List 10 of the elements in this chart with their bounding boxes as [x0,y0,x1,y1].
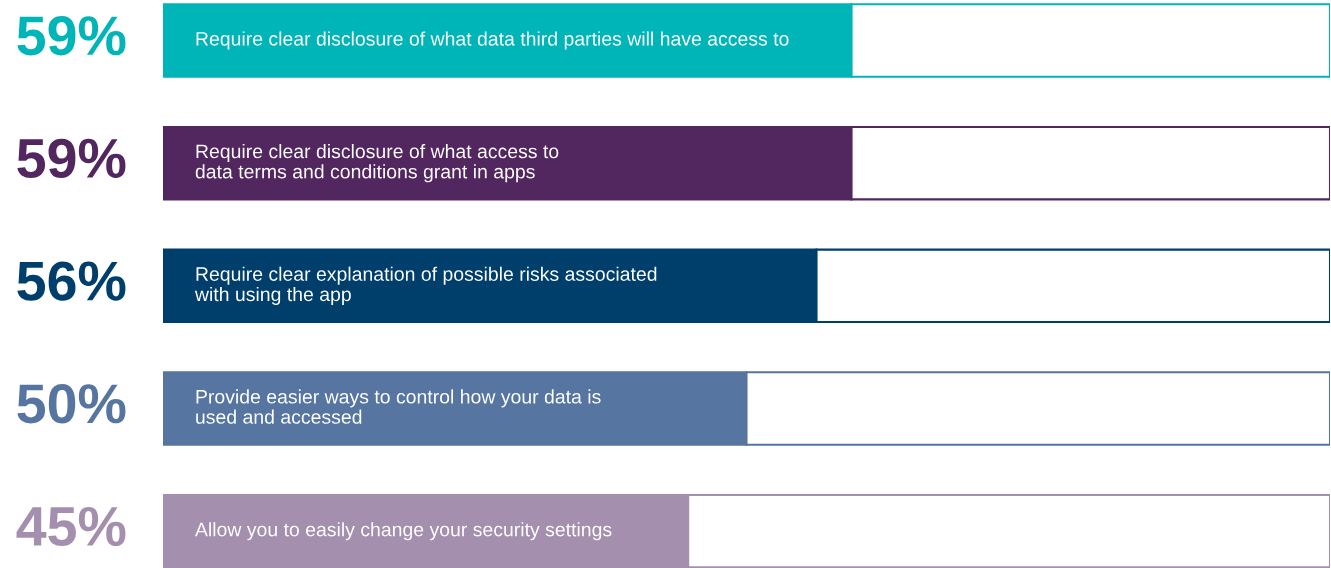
data-label: 59% [17,16,126,56]
y-tick-label: Require clear disclosure of what data third parties will have access to [196,31,789,50]
y-tick-label: Require clear explanation of possible risks associated with using the app [194,266,657,306]
data-label: 45% [16,506,126,547]
y-tick-label: Provide easier ways to control how your data is used and accessed [196,389,601,424]
data-label: 59% [17,138,126,179]
data-label: 50% [17,384,126,424]
y-tick-label: Require clear disclosure of what access to data terms and conditions grant in apps [195,143,559,183]
data-label: 56% [17,261,126,301]
y-tick-label: Allow you to easily change your security settings [194,522,612,541]
